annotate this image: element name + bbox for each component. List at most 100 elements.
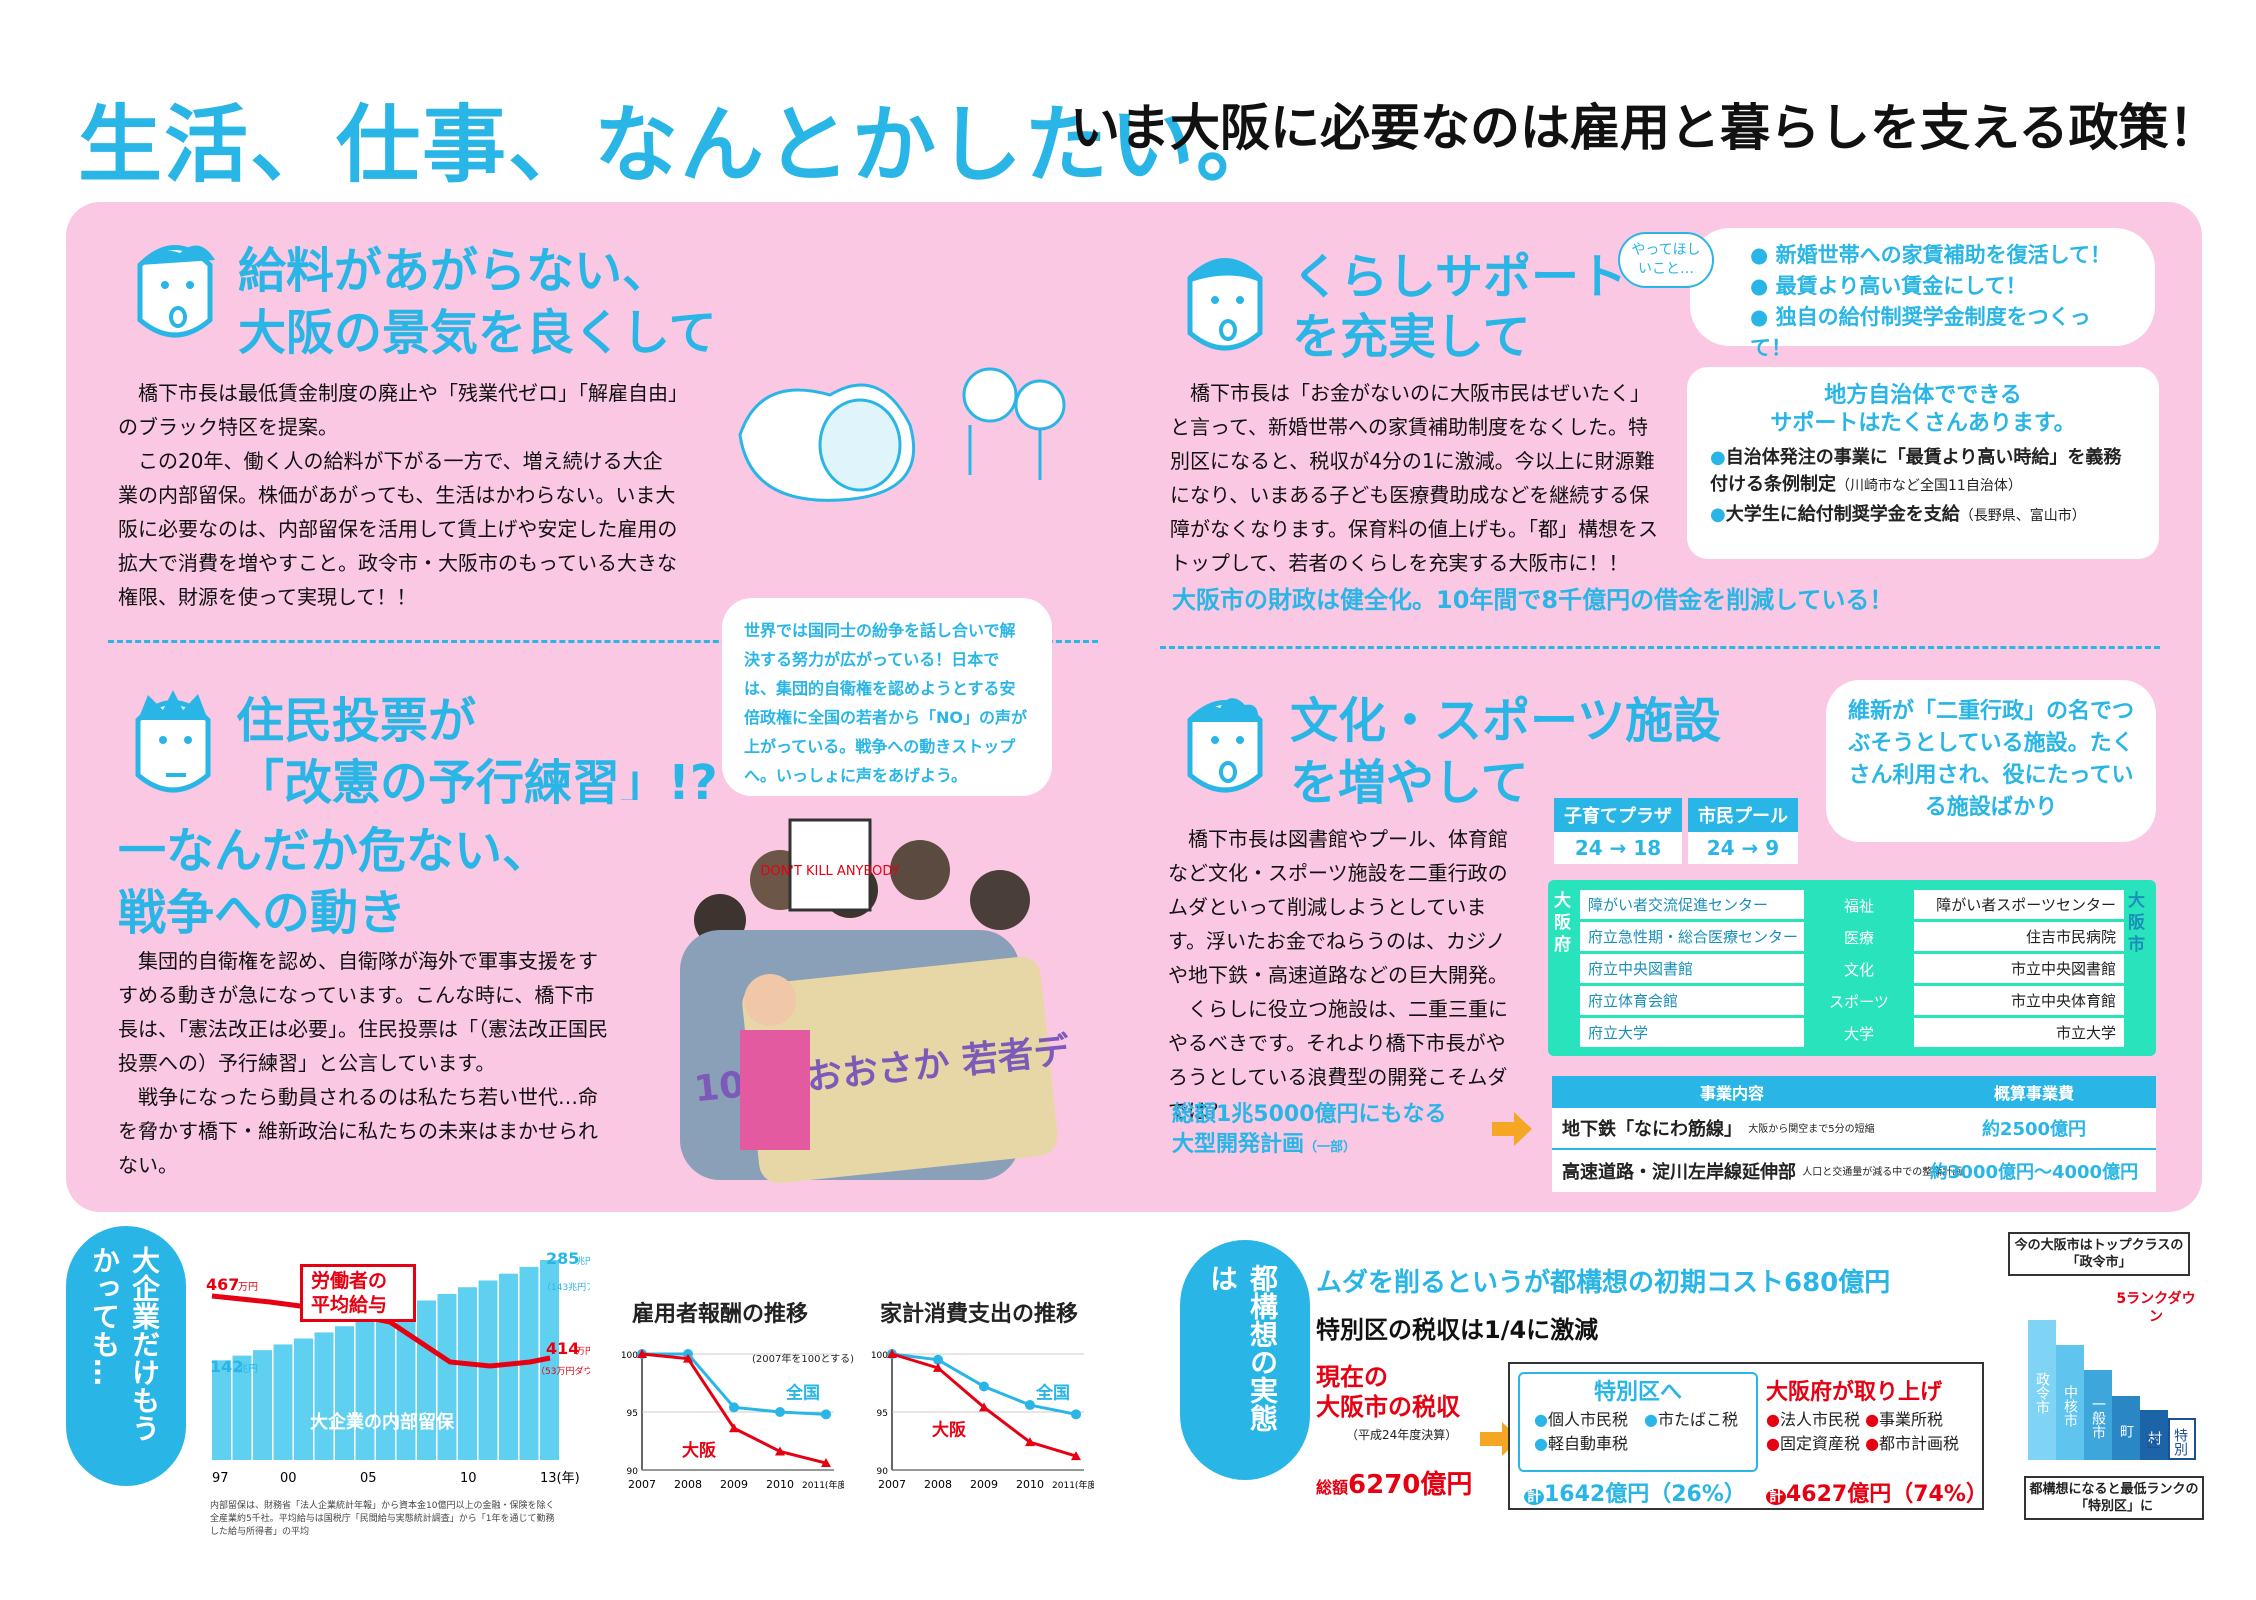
reserve-bar bbox=[294, 1338, 313, 1460]
y-tick-label: 95 bbox=[627, 1409, 638, 1419]
current-tax-title: 現在の 大阪市の税収 bbox=[1316, 1362, 1460, 1422]
dev-label: 総額1兆5000億円にもなる 大型開発計画（一部） bbox=[1172, 1100, 1447, 1163]
finance-note: 大阪市の財政は健全化。10年間で8千億円の借金を削減している！ bbox=[1172, 586, 1894, 614]
section3-body: 集団的自衛権を認め、自衛隊が海外で軍事支援をすすめる動きが急になっています。こん… bbox=[118, 944, 608, 1182]
y-tick-label: 100 bbox=[621, 1351, 638, 1361]
ward-items: ●個人市民税 ●市たばこ税 ●軽自動車税 bbox=[1534, 1410, 1738, 1453]
facility-city: 住吉市民病院 bbox=[2025, 928, 2116, 946]
facility-category: スポーツ bbox=[1804, 986, 1914, 1015]
data-point bbox=[887, 1349, 897, 1358]
total-label: 総額 bbox=[1316, 1478, 1349, 1497]
count-value: 24 → 18 bbox=[1554, 832, 1682, 864]
x-tick-label: 2007 bbox=[628, 1478, 656, 1491]
facility-pref: 府立大学 bbox=[1588, 1024, 1649, 1042]
section4-title-line1: 文化・スポーツ施設 bbox=[1290, 693, 1722, 749]
x-tick-label: 10 bbox=[460, 1471, 477, 1486]
data-point bbox=[1071, 1409, 1081, 1420]
start-wage: 467 bbox=[206, 1275, 239, 1294]
section2-title-line1: くらしサポート bbox=[1292, 249, 1628, 305]
reserve-bar bbox=[499, 1273, 518, 1460]
chart1-title: 雇用者報酬の推移 bbox=[632, 1302, 809, 1327]
section3-paragraph: 集団的自衛権を認め、自衛隊が海外で軍事支援をすすめる動きが急になっています。こん… bbox=[118, 949, 608, 1075]
section3-title-line1: 住民投票が bbox=[236, 693, 477, 749]
data-point bbox=[933, 1362, 943, 1372]
facility-category: 文化 bbox=[1804, 954, 1914, 983]
section2-title-line2: を充実して bbox=[1292, 309, 1531, 365]
bottom-right-circle: 都構想の実態は bbox=[1180, 1240, 1310, 1480]
facility-count-table: 子育てプラザ 市民プール 24 → 18 24 → 9 bbox=[1548, 798, 1804, 864]
wish-item: ● 新婚世帯への家賃補助を復活して！ bbox=[1750, 243, 2112, 267]
x-tick-label: 2010 bbox=[766, 1478, 794, 1491]
section4-paragraph: 橋下市長は図書館やプール、体育館など文化・スポーツ施設を二重行政のムダといって削… bbox=[1168, 827, 1508, 987]
data-point bbox=[729, 1402, 739, 1413]
current-title-line: 大阪市の税収 bbox=[1316, 1393, 1460, 1421]
reserve-bar bbox=[396, 1307, 416, 1460]
support-box-title: 地方自治体でできる bbox=[1824, 383, 2022, 408]
x-tick-label: 2008 bbox=[674, 1478, 702, 1491]
facility-row: 府立大学 大学 市立大学 bbox=[1580, 1018, 2124, 1050]
ward-title: 特別区へ bbox=[1594, 1380, 1683, 1405]
facility-city-label: 大阪市 bbox=[2128, 891, 2145, 955]
dev-head-cell: 概算事業費 bbox=[1993, 1084, 2074, 1103]
dev-name: 地下鉄「なにわ筋線」 bbox=[1562, 1119, 1742, 1140]
start-reserve: 142 bbox=[210, 1357, 243, 1376]
series-label: 全国 bbox=[1035, 1382, 1070, 1403]
wage-line bbox=[211, 1293, 551, 1369]
start-reserve-unit: 兆円 bbox=[238, 1363, 258, 1375]
facility-pref: 府立中央図書館 bbox=[1588, 960, 1694, 978]
rank-bottom-label: 都構想になると最低ランクの「特別区」に bbox=[2024, 1476, 2204, 1520]
facility-pref: 府立急性期・総合医療センター bbox=[1588, 928, 1799, 946]
support-box: 地方自治体でできる サポートはたくさんあります。 ●自治体発注の事業に「最賃より… bbox=[1690, 370, 2156, 556]
y-tick-label: 90 bbox=[627, 1467, 639, 1477]
reserve-label: 大企業の内部留保 bbox=[310, 1411, 455, 1433]
facility-city: 市立大学 bbox=[2055, 1024, 2116, 1042]
rank-top-label: 今の大阪市はトップクラスの「政令市」 bbox=[2008, 1232, 2190, 1276]
illustration-money-bag bbox=[738, 367, 1066, 502]
data-point bbox=[1071, 1451, 1081, 1461]
section1-body: 橋下市長は最低賃金制度の廃止や「残業代ゼロ」「解雇自由」のブラック特区を提案。 … bbox=[118, 376, 678, 614]
reserve-bar bbox=[253, 1350, 272, 1460]
dev-cost: 約2500億円 bbox=[1981, 1119, 2087, 1140]
demo-photo: DON'T KILL ANYBODY 1026 おおさか 若者デモ bbox=[620, 800, 1070, 1210]
data-point bbox=[775, 1446, 785, 1456]
rank-bar: 一般市 bbox=[2084, 1370, 2112, 1460]
dev-table: 事業内容 概算事業費 地下鉄「なにわ筋線」 大阪から関空まで5分の短縮 約250… bbox=[1552, 1076, 2156, 1192]
facility-city: 障がい者スポーツセンター bbox=[1936, 896, 2116, 914]
facility-category: 大学 bbox=[1804, 1018, 1914, 1047]
pref-total: 計 4627億円（74%） bbox=[1766, 1476, 1988, 1508]
dev-row: 地下鉄「なにわ筋線」 大阪から関空まで5分の短縮 約2500億円 bbox=[1552, 1108, 2156, 1150]
rank-bar: 中核市 bbox=[2056, 1345, 2084, 1460]
current-title-line: 現在の bbox=[1316, 1363, 1388, 1391]
section3-title-line4: 戦争への動き bbox=[118, 885, 407, 941]
reserve-bar bbox=[458, 1287, 477, 1460]
section4-paragraph: くらしに役立つ施設は、二重三重にやるべきです。それより橋下市長がやろうとしている… bbox=[1168, 997, 1508, 1123]
ward-total: 計 1642億円（26%） bbox=[1524, 1476, 1746, 1508]
ward-item: 軽自動車税 bbox=[1547, 1434, 1628, 1453]
cost-line: ムダを削るというが都構想の初期コスト680億円 bbox=[1316, 1268, 1891, 1298]
total-tax: 総額6270億円 bbox=[1316, 1464, 1472, 1501]
end-reserve: 285 bbox=[546, 1250, 579, 1268]
y-tick-label: 100 bbox=[871, 1351, 888, 1361]
section4-body: 橋下市長は図書館やプール、体育館など文化・スポーツ施設を二重行政のムダといって削… bbox=[1168, 822, 1524, 1128]
subheadline: いま大阪に必要なのは雇用と暮らしを支える政策！ bbox=[1070, 99, 2219, 157]
data-point bbox=[1025, 1437, 1035, 1447]
pref-total-value: 4627億円（74%） bbox=[1786, 1482, 1988, 1507]
section1-paragraph: この20年、働く人の給料が下がる一方で、増え続ける大企業の内部留保。株価があがっ… bbox=[118, 449, 678, 609]
data-point bbox=[979, 1402, 989, 1412]
pref-title: 大阪府が取り上げ bbox=[1766, 1380, 1943, 1405]
section4-title-line2: を増やして bbox=[1290, 755, 1529, 811]
reserve-bar bbox=[273, 1344, 293, 1460]
facility-row: 障がい者交流促進センター 福祉 障がい者スポーツセンター bbox=[1580, 890, 2124, 922]
pref-item: 固定資産税 bbox=[1779, 1434, 1860, 1453]
pref-item: 法人市民税 bbox=[1779, 1410, 1860, 1429]
arrow-right-icon bbox=[1492, 1112, 1532, 1146]
facility-pref: 障がい者交流促進センター bbox=[1588, 896, 1769, 914]
facility-pref: 府立体育会館 bbox=[1588, 992, 1679, 1010]
x-tick-label: 2009 bbox=[720, 1478, 748, 1491]
chart-footnote: 内部留保は、財務省「法人企業統計年報」から資本金10億円以上の金融・保険を除く全… bbox=[210, 1501, 555, 1537]
x-tick-label: 00 bbox=[280, 1471, 297, 1486]
x-tick-label: 2011(年度) bbox=[802, 1479, 844, 1491]
wishes-tag: やってほしいこと… bbox=[1618, 232, 1714, 288]
facility-row: 府立体育会館 スポーツ 市立中央体育館 bbox=[1580, 986, 2124, 1018]
